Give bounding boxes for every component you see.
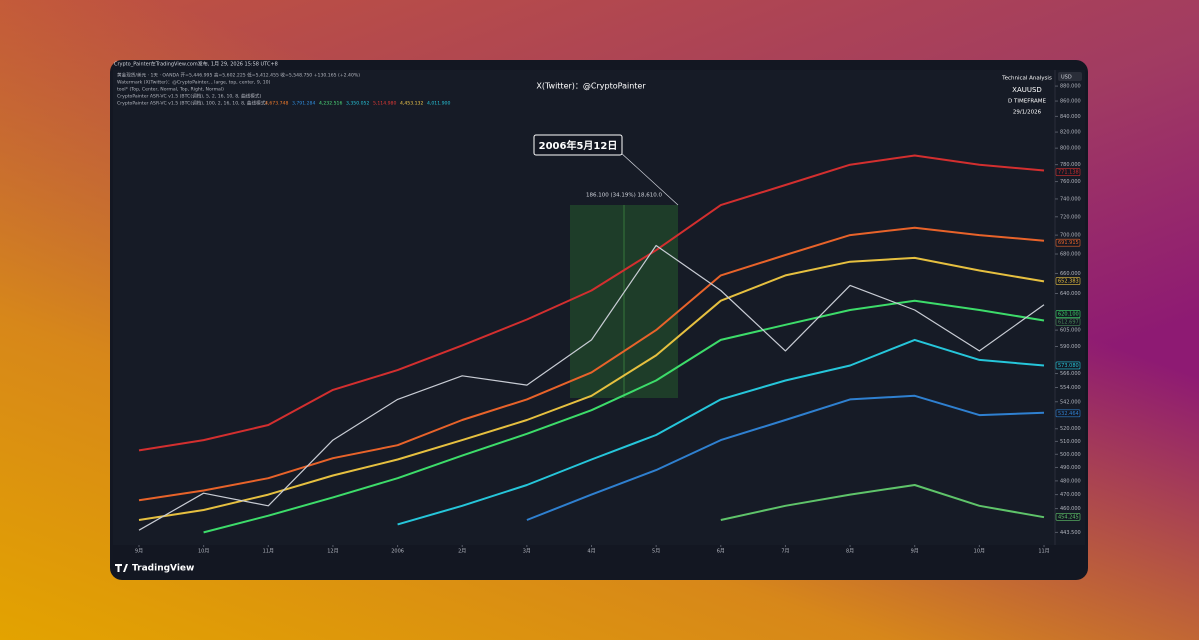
series-line [397,338,1045,526]
price-tag [1055,277,1081,285]
price-tag [1055,310,1081,318]
info: XAUUSD [1012,86,1042,94]
y-tick-label: 542.000 [1060,399,1081,405]
x-tick-label: 12月 [327,549,338,555]
y-tick-label: 780.000 [1060,162,1081,168]
indicator-value: 3,350.052 [346,101,369,107]
y-tick-label: 554.000 [1060,385,1081,391]
x-tick-label: 4月 [587,549,595,555]
y-tick-label: 820.000 [1060,130,1081,136]
series-line [138,244,1045,531]
price-tag-label: 771.138 [1058,170,1079,176]
price-tag [1055,409,1081,418]
y-tick-label: 470.000 [1060,492,1081,498]
y-tick-label: 680.000 [1060,252,1081,258]
callout-box [533,134,623,156]
x-tick-label: 2006 [391,549,404,555]
y-tick-label: 490.000 [1060,465,1081,471]
price-tag-label: 620.100 [1058,312,1079,318]
legend-line: 黄金现货/美元 · 1天 · OANDA 开=5,446.995 高=5,602… [117,72,360,79]
indicator-value: 4,453.132 [400,101,423,107]
x-tick-label: 9月 [135,549,143,555]
y-tick-label: 860.000 [1060,99,1081,105]
info: 29/1/2026 [1013,110,1042,116]
y-tick-label: 700.000 [1060,233,1081,239]
y-tick-label: 660.000 [1060,271,1081,277]
series-line [138,226,1045,502]
x-tick-label: 7月 [781,549,789,555]
legend-line: tool* (Top, Center, Normal, Top, Right, … [117,87,224,93]
legend-line: CryptoPainter ASR-VC v1.5 (BTC(调档), 100,… [117,100,267,107]
indicator-value: 4,011.900 [427,101,450,107]
x-tick-label: 11月 [263,549,274,555]
legend-line: CryptoPainter ASR-VC v1.5 (BTC(调档), 5, 2… [117,93,261,100]
measure-label: 186.100 (34.19%) 18,610.0 [586,193,662,199]
brand-logo [115,564,128,572]
x-tick-label: 2月 [458,549,466,555]
price-tag-label: 652.383 [1058,279,1079,285]
price-tag-label: 454.245 [1058,514,1079,520]
brand: TradingView [132,564,194,574]
x-tick-label: 8月 [846,549,854,555]
y-tick-label: 800.000 [1060,146,1081,152]
currency-box [1058,72,1082,81]
y-tick-label: 760.000 [1060,179,1081,185]
x-tick-label: 10月 [198,549,209,555]
info: Technical Analysis [1001,76,1052,82]
x-tick-label: 10月 [974,549,985,555]
x-tick-label: 11月 [1038,549,1049,555]
y-tick-label: 500.000 [1060,452,1081,458]
y-tick-label: 443.500 [1060,530,1081,536]
indicator-value: 5,114.980 [373,101,396,107]
y-tick-label: 840.000 [1060,114,1081,120]
price-tag [1055,238,1081,247]
indicator-value: 4,232.516 [319,101,342,107]
watermark: X(Twitter)：@CryptoPainter [536,82,646,91]
price-tag [1055,168,1081,176]
y-tick-label: 566.000 [1060,371,1081,377]
price-tag [1055,361,1081,370]
price-tag-label: 532.464 [1058,411,1079,417]
indicator-value: 3,791.284 [292,101,315,107]
y-tick-label: 460.000 [1060,506,1081,512]
series-line [138,154,1045,452]
series-line [720,484,1045,521]
callout-line [619,151,679,206]
legend-line: Watermark (X(Twitter)：@CryptoPainter, , … [117,80,271,86]
price-tag [1055,318,1081,326]
x-tick-label: 6月 [717,549,725,555]
x-tick-label: 9月 [911,549,919,555]
y-tick-label: 480.000 [1060,478,1081,484]
y-tick-label: 880.000 [1060,84,1081,90]
callout: 2006年5月12日 [539,139,618,152]
series-line [138,256,1045,521]
credit: Crypto_Painter在TradingView.com发布, 1月 29,… [114,61,278,68]
y-tick-label: 720.000 [1060,214,1081,220]
y-tick-label: 510.000 [1060,439,1081,445]
y-tick-label: 740.000 [1060,196,1081,202]
price-tag [1055,513,1081,521]
price-tag-label: 691.915 [1058,240,1079,246]
y-tick-label: 520.000 [1060,426,1081,432]
price-tag-label: 612.697 [1058,319,1079,325]
y-tick-label: 590.000 [1060,344,1081,350]
series-line [526,394,1045,521]
info: D TIMEFRAME [1008,99,1046,105]
series-line [203,299,1045,534]
indicator-value: 4,673.748 [265,101,288,107]
x-tick-label: 3月 [523,549,531,555]
y-tick-label: 605.000 [1060,328,1081,334]
y-tick-label: 640.000 [1060,291,1081,297]
currency: USD [1061,75,1072,81]
price-tag-label: 573.080 [1058,363,1079,369]
x-tick-label: 5月 [652,549,660,555]
